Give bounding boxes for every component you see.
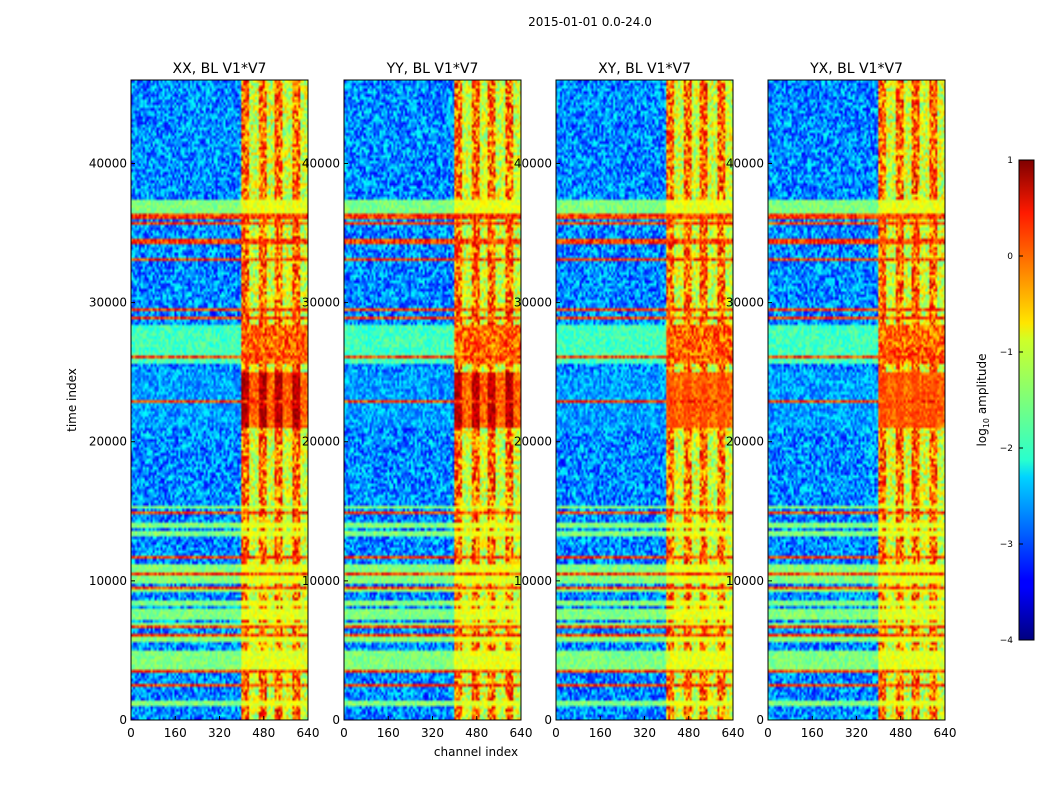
colorbar-label-rest: amplitude (975, 354, 989, 418)
y-tick-label: 20000 (726, 435, 764, 449)
heatmap-image (768, 80, 945, 720)
heatmap-image (344, 80, 521, 720)
panel-title: XX, BL V1*V7 (173, 61, 267, 77)
colorbar-tick-label: −1 (1000, 348, 1013, 358)
colorbar: 10−1−2−3−4 log10 amplitude (975, 156, 1035, 646)
x-tick-label: 160 (377, 726, 400, 740)
x-tick-label: 160 (801, 726, 824, 740)
x-tick-label: 480 (889, 726, 912, 740)
y-tick-label: 10000 (89, 574, 127, 588)
y-axis-label: time index (65, 368, 79, 432)
colorbar-tick-label: 1 (1007, 156, 1013, 166)
x-tick-label: 0 (340, 726, 348, 740)
x-tick-label: 0 (764, 726, 772, 740)
y-tick-label: 0 (332, 713, 340, 727)
y-tick-label: 0 (119, 713, 127, 727)
x-tick-label: 160 (164, 726, 187, 740)
y-tick-label: 30000 (726, 296, 764, 310)
colorbar-tick-label: 0 (1007, 252, 1013, 262)
figure-suptitle: 2015-01-01 0.0-24.0 (528, 15, 652, 29)
x-axis-label: channel index (434, 745, 518, 759)
y-tick-label: 40000 (302, 156, 340, 170)
x-tick-label: 160 (589, 726, 612, 740)
y-tick-label: 40000 (726, 156, 764, 170)
heatmap-panels: XX, BL V1*V7 0 160 320 480 640 0 10000 20000 3000… (89, 61, 957, 740)
x-tick-label: 320 (633, 726, 656, 740)
x-tick-label: 0 (127, 726, 135, 740)
x-tick-label: 320 (845, 726, 868, 740)
y-tick-label: 30000 (514, 296, 552, 310)
x-tick-label: 0 (552, 726, 560, 740)
colorbar-tick-label: −2 (1000, 444, 1013, 454)
x-tick-label: 640 (297, 726, 320, 740)
colorbar-label: log10 amplitude (975, 354, 991, 447)
colorbar-gradient (1018, 159, 1035, 641)
y-tick-label: 40000 (514, 156, 552, 170)
x-tick-label: 320 (421, 726, 444, 740)
panel-4: YX, BL V1*V7 0 160 320 480 640 0 10000 20000 3000… (726, 61, 957, 740)
x-tick-label: 640 (934, 726, 957, 740)
y-tick-label: 20000 (514, 435, 552, 449)
y-tick-label: 10000 (514, 574, 552, 588)
heatmap-image (131, 80, 308, 720)
colorbar-label-sub: 10 (982, 418, 991, 428)
x-tick-label: 480 (465, 726, 488, 740)
panel-title: YY, BL V1*V7 (386, 61, 479, 77)
y-tick-label: 20000 (302, 435, 340, 449)
y-tick-label: 10000 (726, 574, 764, 588)
panel-title: YX, BL V1*V7 (809, 61, 903, 77)
colorbar-tick-label: −3 (1000, 540, 1013, 550)
x-tick-label: 480 (677, 726, 700, 740)
y-tick-label: 0 (756, 713, 764, 727)
x-tick-label: 480 (252, 726, 275, 740)
panel-2: YY, BL V1*V7 0 160 320 480 640 0 10000 20000 3000… (302, 61, 533, 740)
y-tick-label: 30000 (302, 296, 340, 310)
panel-3: XY, BL V1*V7 0 160 320 480 640 0 10000 20000 3000… (514, 61, 745, 740)
colorbar-label-log: log (975, 428, 989, 446)
y-tick-label: 20000 (89, 435, 127, 449)
x-tick-label: 320 (208, 726, 231, 740)
panel-1: XX, BL V1*V7 0 160 320 480 640 0 10000 20000 3000… (89, 61, 320, 740)
colorbar-ticks: 1 0 −1 −2 −3 −4 (1000, 156, 1023, 646)
x-tick-label: 640 (510, 726, 533, 740)
y-tick-label: 30000 (89, 296, 127, 310)
panel-title: XY, BL V1*V7 (598, 61, 691, 77)
y-tick-label: 0 (544, 713, 552, 727)
heatmap-image (556, 80, 733, 720)
x-tick-label: 640 (722, 726, 745, 740)
y-tick-label: 40000 (89, 156, 127, 170)
colorbar-tick-label: −4 (1000, 636, 1014, 646)
y-tick-label: 10000 (302, 574, 340, 588)
